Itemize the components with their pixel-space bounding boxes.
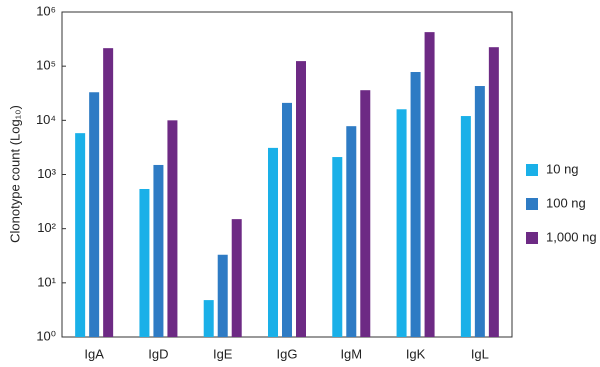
- bar: [410, 72, 421, 338]
- bar: [203, 300, 214, 337]
- x-tick-label: IgK: [406, 346, 426, 361]
- bar: [167, 120, 178, 337]
- x-tick-label: IgD: [148, 346, 168, 361]
- y-tick-label: 10⁵: [36, 58, 56, 73]
- bar: [332, 157, 343, 337]
- bar: [346, 126, 357, 337]
- bar: [474, 86, 485, 337]
- y-tick-label: 10³: [37, 166, 56, 181]
- legend-label: 10 ng: [546, 161, 579, 176]
- y-tick-label: 10⁴: [36, 112, 56, 127]
- bar: [360, 90, 371, 337]
- x-tick-label: IgM: [340, 346, 362, 361]
- y-axis-title: Clonotype count (Log₁₀): [7, 105, 22, 243]
- bar: [460, 116, 471, 338]
- legend-swatch: [526, 232, 538, 244]
- y-tick-label: 10²: [37, 220, 56, 235]
- bar: [424, 32, 435, 337]
- bar: [103, 48, 114, 338]
- y-tick-label: 10⁰: [36, 328, 56, 343]
- legend-swatch: [526, 164, 538, 176]
- bar: [75, 133, 86, 337]
- x-tick-label: IgE: [213, 346, 233, 361]
- bar: [217, 254, 228, 337]
- y-tick-label: 10¹: [37, 274, 56, 289]
- bar: [231, 219, 242, 337]
- bar: [488, 47, 499, 338]
- x-tick-label: IgG: [277, 346, 298, 361]
- y-tick-label: 10⁶: [36, 3, 56, 18]
- legend-label: 100 ng: [546, 195, 586, 210]
- bar: [282, 102, 292, 337]
- bar: [268, 147, 278, 337]
- bar: [153, 164, 164, 337]
- x-tick-label: IgL: [471, 346, 489, 361]
- bar: [296, 61, 306, 338]
- bar: [139, 188, 150, 337]
- legend-label: 1,000 ng: [546, 229, 597, 244]
- bar: [89, 92, 100, 337]
- bar: [396, 109, 407, 338]
- x-tick-label: IgA: [84, 346, 104, 361]
- legend-swatch: [526, 198, 538, 210]
